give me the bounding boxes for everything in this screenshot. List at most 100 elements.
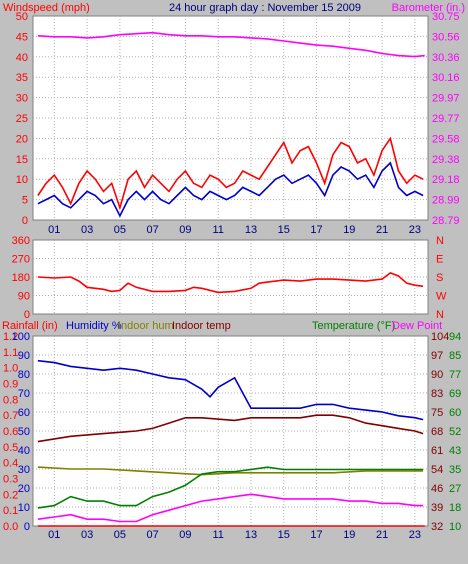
- rain-tick-label: 0.7: [3, 410, 18, 422]
- plot-area-3: [32, 335, 429, 527]
- humidity-tick-label: 90: [18, 350, 30, 362]
- hour-tick-label: 01: [48, 529, 60, 541]
- rain-tick-label: 0.5: [3, 442, 18, 454]
- direction-tick-label: 90: [18, 291, 30, 303]
- humidity-tick-label: 40: [18, 445, 30, 457]
- indoor-temp-tick-label: 68: [431, 426, 443, 438]
- direction-tick-label: 180: [12, 272, 30, 284]
- humidity-tick-label: 80: [18, 369, 30, 381]
- hour-tick-label: 21: [376, 529, 388, 541]
- windspeed-tick-label: 20: [16, 133, 28, 145]
- hour-tick-label: 11: [212, 529, 223, 541]
- hour-tick-label: 05: [114, 224, 126, 236]
- rain-tick-label: 0.3: [3, 474, 18, 486]
- rain-tick-label: 1.2: [3, 331, 18, 343]
- humidity-tick-label: 30: [18, 464, 30, 476]
- hour-tick-label: 03: [81, 529, 93, 541]
- hour-tick-label: 21: [376, 224, 388, 236]
- hour-tick-label: 07: [147, 529, 159, 541]
- temperature-tick-label: 10: [449, 521, 461, 533]
- rain-tick-label: 0.2: [3, 489, 18, 501]
- indoor-temp-tick-label: 104: [431, 331, 449, 343]
- hour-tick-label: 09: [179, 224, 191, 236]
- legend-indoor-hum: Indoor hum: [118, 320, 174, 332]
- direction-tick-label: 0: [24, 309, 30, 321]
- climate-lines: [37, 359, 425, 527]
- windspeed-tick-label: 30: [16, 93, 28, 105]
- direction-tick-labels: 0 90 180 270 360: [12, 235, 30, 321]
- hour-tick-label: 07: [147, 224, 159, 236]
- indoor-temp-tick-label: 32: [431, 521, 443, 533]
- windspeed-tick-label: 0: [22, 215, 28, 227]
- rain-tick-label: 0.0: [3, 521, 18, 533]
- rain-tick-label: 0.8: [3, 394, 18, 406]
- windspeed-tick-label: 25: [16, 113, 28, 125]
- indoor-temp-tick-label: 54: [431, 464, 443, 476]
- indoor-temp-tick-label: 46: [431, 483, 443, 495]
- rain-tick-label: 0.4: [3, 458, 18, 470]
- temperature-tick-labels: 10 18 27 35 43 52 60 69 77 85 94: [449, 331, 461, 533]
- hour-tick-label: 15: [278, 529, 290, 541]
- compass-label: W: [436, 291, 447, 303]
- legend-indoor-temp: Indoor temp: [172, 320, 231, 332]
- compass-label: S: [436, 272, 443, 284]
- legend-dew-point: Dew Point: [392, 320, 442, 332]
- indoor-hum-line: [37, 466, 424, 476]
- barometer-tick-label: 28.79: [432, 215, 460, 227]
- windspeed-tick-label: 35: [16, 72, 28, 84]
- compass-label: E: [436, 254, 443, 266]
- indoor-temp-tick-label: 61: [431, 445, 443, 457]
- humidity-tick-label: 70: [18, 388, 30, 400]
- temperature-tick-label: 77: [449, 369, 461, 381]
- rainfall-label: Rainfall (in): [2, 320, 58, 332]
- barometer-label: Barometer (in.): [392, 2, 465, 14]
- windspeed-tick-label: 10: [16, 174, 28, 186]
- barometer-tick-label: 30.16: [432, 72, 460, 84]
- hour-tick-label: 11: [212, 224, 223, 236]
- rain-tick-label: 0.1: [3, 505, 18, 517]
- humidity-tick-label: 0: [24, 521, 30, 533]
- grid-1: [33, 16, 428, 220]
- temperature-tick-label: 18: [449, 502, 461, 514]
- windspeed-label: Windspeed (mph): [3, 2, 90, 14]
- temperature-tick-label: 94: [449, 331, 461, 343]
- barometer-tick-label: 30.36: [432, 52, 460, 64]
- barometer-tick-label: 29.38: [432, 154, 460, 166]
- indoor-temp-tick-label: 39: [431, 502, 443, 514]
- humidity-tick-label: 100: [12, 331, 30, 343]
- humidity-tick-labels: 0 10 20 30 40 50 60 70 80 90 100: [12, 331, 30, 533]
- legend-humidity: Humidity %: [66, 320, 122, 332]
- barometer-tick-label: 30.75: [432, 11, 460, 23]
- rain-tick-labels: 0.0 0.1 0.2 0.3 0.4 0.5 0.6 0.7 0.8 0.9 1.0 1.1 1.2: [3, 331, 18, 533]
- temperature-tick-label: 27: [449, 483, 461, 495]
- temperature-tick-label: 69: [449, 388, 461, 400]
- indoor-temp-tick-label: 75: [431, 407, 443, 419]
- hour-tick-label: 23: [409, 529, 421, 541]
- wind-average-line: [37, 161, 424, 218]
- indoor-temp-tick-label: 97: [431, 350, 443, 362]
- plot-area-2: [32, 239, 429, 315]
- indoor-temp-tick-label: 90: [431, 369, 443, 381]
- barometer-tick-label: 29.77: [432, 113, 460, 125]
- barometer-tick-label: 29.18: [432, 174, 460, 186]
- direction-tick-label: 360: [12, 235, 30, 247]
- windspeed-tick-label: 40: [16, 52, 28, 64]
- temperature-tick-label: 35: [449, 464, 461, 476]
- temperature-tick-label: 52: [449, 426, 461, 438]
- rain-tick-label: 1.1: [3, 347, 18, 359]
- temperature-tick-label: 60: [449, 407, 461, 419]
- barometer-tick-label: 29.97: [432, 93, 460, 105]
- humidity-tick-label: 50: [18, 426, 30, 438]
- hour-tick-labels-3: 01 03 05 07 09 11 13 15 17 19 21 23: [48, 529, 421, 541]
- rain-tick-label: 1.0: [3, 363, 18, 375]
- barometer-tick-label: 29.58: [432, 133, 460, 145]
- temperature-line: [37, 466, 424, 509]
- legend-temperature: Temperature (°F): [312, 320, 395, 332]
- plot-area-1: [32, 15, 429, 221]
- hour-tick-label: 13: [245, 529, 257, 541]
- humidity-tick-label: 20: [18, 483, 30, 495]
- hour-tick-label: 23: [409, 224, 421, 236]
